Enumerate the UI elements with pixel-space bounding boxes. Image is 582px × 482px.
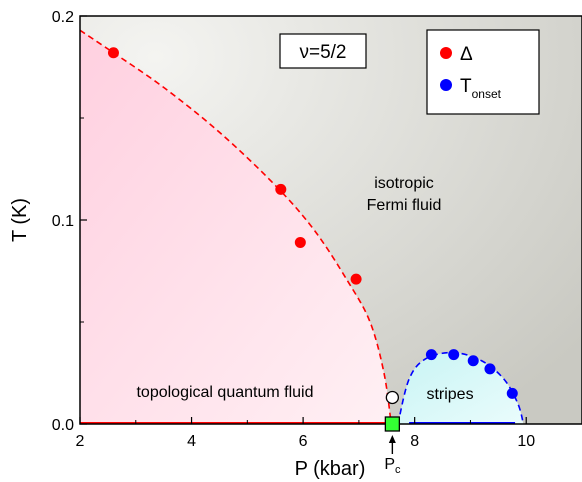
- data-point-series-0: [275, 183, 287, 195]
- legend-marker-1: [440, 79, 452, 91]
- x-tick-labels: 2 4 6 8 10: [76, 433, 536, 450]
- data-point-series-1: [506, 387, 518, 399]
- region-labels: isotropic Fermi fluid topological quantum …: [136, 175, 473, 403]
- region-label-1: topological quantum fluid: [136, 384, 313, 401]
- region-label-0: Fermi fluid: [367, 197, 442, 214]
- open-circle: [385, 390, 400, 405]
- data-point-series-1: [484, 363, 496, 375]
- y-tick-label: 0.0: [52, 417, 74, 434]
- data-point-series-0: [294, 236, 306, 248]
- green-square: [384, 416, 401, 432]
- x-tick-label: 2: [76, 433, 85, 450]
- x-tick-label: 8: [410, 433, 419, 450]
- data-points: [107, 47, 518, 399]
- x-tick-label: 6: [299, 433, 308, 450]
- x-axis-label: P (kbar): [295, 458, 366, 480]
- fit-curve-0: [80, 29, 393, 424]
- data-point-series-1: [467, 355, 479, 367]
- special-points: [384, 390, 401, 432]
- x-tick-label: 4: [187, 433, 196, 450]
- region-label-0: isotropic: [374, 175, 434, 192]
- legend: Δ Tonset: [426, 29, 540, 115]
- legend-label-1: Tonset: [460, 76, 502, 101]
- topological-region-fill: [80, 30, 392, 424]
- legend-label-0: Δ: [460, 44, 473, 65]
- pc-label: Pc: [384, 456, 401, 476]
- data-point-series-0: [107, 47, 119, 59]
- pc-arrow-head: [388, 435, 396, 443]
- data-point-series-1: [448, 349, 460, 361]
- filling-factor-box: ν=5/2: [279, 33, 367, 69]
- region-label-2: stripes: [426, 386, 473, 403]
- y-axis-label: T (K): [9, 198, 31, 242]
- critical-pressure-marker: Pc: [384, 435, 401, 476]
- y-tick-labels: 0.0 0.1 0.2: [52, 9, 74, 434]
- data-point-series-1: [425, 349, 437, 361]
- legend-marker-0: [440, 47, 452, 59]
- fit-curves: [80, 29, 525, 424]
- y-tick-label: 0.1: [52, 213, 74, 230]
- plot-frame: [79, 15, 582, 425]
- filling-factor-label: ν=5/2: [299, 42, 346, 63]
- x-tick-label: 10: [517, 433, 535, 450]
- data-point-series-0: [350, 273, 362, 285]
- y-tick-label: 0.2: [52, 9, 74, 26]
